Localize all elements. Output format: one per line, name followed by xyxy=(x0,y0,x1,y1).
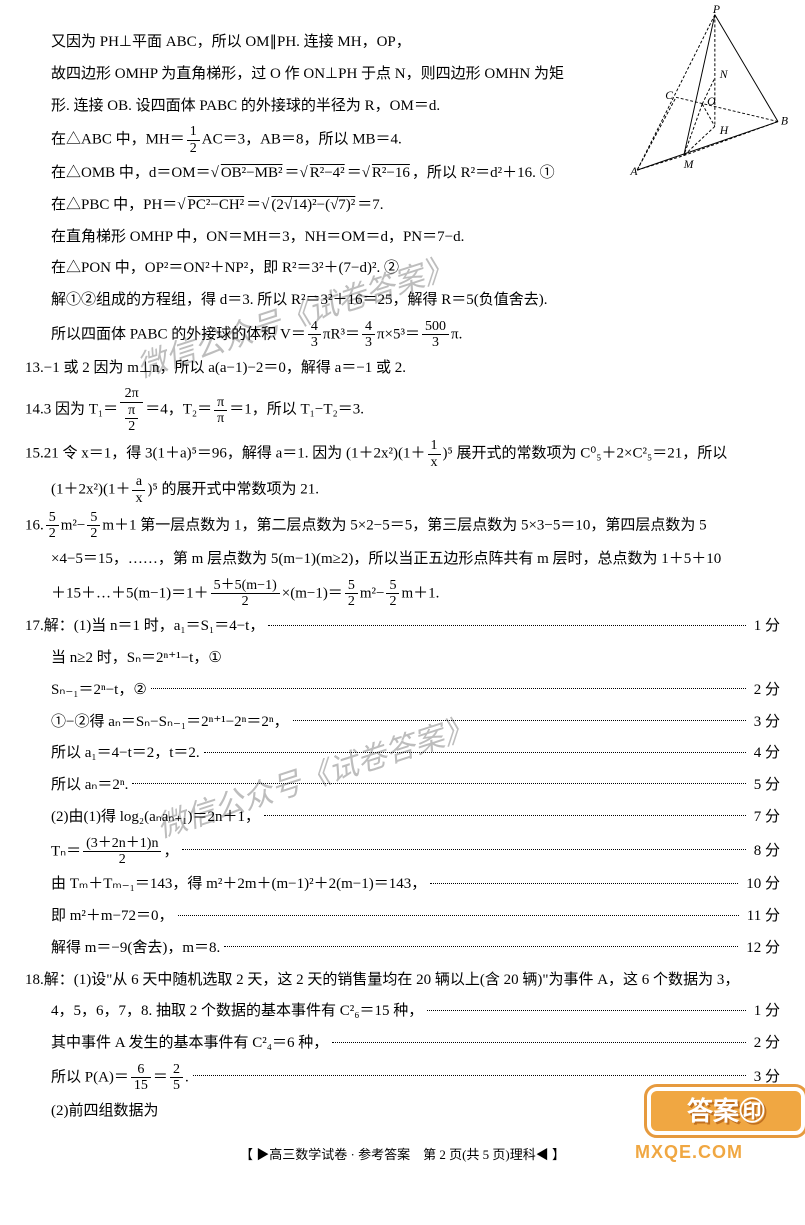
q17-line: 17.解：(1)当 n＝1 时，a₁＝S₁＝4−t，1 分 xyxy=(25,613,780,641)
q18-line: 其中事件 A 发生的基本事件有 C²₄＝6 种，2 分 xyxy=(25,1030,780,1058)
text-line: 又因为 PH⊥平面 ABC，所以 OM∥PH. 连接 MH，OP， xyxy=(25,29,780,57)
q17-line: ①−②得 aₙ＝Sₙ−Sₙ₋₁＝2ⁿ⁺¹−2ⁿ＝2ⁿ，3 分 xyxy=(25,709,780,737)
text-line: 在△PON 中，OP²＝ON²＋NP²，即 R²＝3²＋(7−d)². ② xyxy=(25,255,780,283)
svg-text:B: B xyxy=(781,114,788,127)
q18-line: 18.解：(1)设"从 6 天中随机选取 2 天，这 2 天的销售量均在 20 … xyxy=(25,967,780,995)
q17-line: 所以 aₙ＝2ⁿ.5 分 xyxy=(25,772,780,800)
text-line: 在△OMB 中，d＝OM＝√OB²−MB²＝√R²−4²＝√R²−16，所以 R… xyxy=(25,160,780,188)
q17-line: 由 Tₘ＋Tₘ₋₁＝143，得 m²＋2m＋(m−1)²＋2(m−1)＝143，… xyxy=(25,871,780,899)
logo-badge: 答案㊞ xyxy=(647,1087,805,1135)
logo-url: MXQE.COM xyxy=(635,1136,743,1169)
q17-line: Sₙ₋₁＝2ⁿ−t，②2 分 xyxy=(25,677,780,705)
text-line: 在直角梯形 OMHP 中，ON＝MH＝3，NH＝OM＝d，PN＝7−d. xyxy=(25,224,780,252)
q16-cont2: ＋15＋…＋5(m−1)＝1＋5＋5(m−1)2×(m−1)＝52m²−52m＋… xyxy=(25,578,780,610)
q16-cont: ×4−5＝15，……，第 m 层点数为 5(m−1)(m≥2)，所以当正五边形点… xyxy=(25,546,780,574)
q13: 13.−1 或 2 因为 m⊥n，所以 a(a−1)−2＝0，解得 a＝−1 或… xyxy=(25,355,780,383)
text-line: 所以四面体 PABC 的外接球的体积 V＝43πR³＝43π×5³＝5003π. xyxy=(25,319,780,351)
q17-line: 当 n≥2 时，Sₙ＝2ⁿ⁺¹−t，① xyxy=(25,645,780,673)
text-line: 在△PBC 中，PH＝√PC²−CH²＝√(2√14)²−(√7)²＝7. xyxy=(25,192,780,220)
q17-line: 所以 a₁＝4−t＝2，t＝2.4 分 xyxy=(25,740,780,768)
q15-cont: (1＋2x²)(1＋ax)⁵ 的展开式中常数项为 21. xyxy=(25,474,780,506)
text-line: 故四边形 OMHP 为直角梯形，过 O 作 ON⊥PH 于点 N，则四边形 OM… xyxy=(25,61,780,89)
text-line: 形. 连接 OB. 设四面体 PABC 的外接球的半径为 R，OM＝d. xyxy=(25,93,780,121)
site-logo: 答案㊞ MXQE.COM xyxy=(635,1087,805,1167)
q15: 15.21 令 x＝1，得 3(1＋a)⁵＝96，解得 a＝1. 因为 (1＋2… xyxy=(25,438,780,470)
text-line: 解①②组成的方程组，得 d＝3. 所以 R²＝3²＋16＝25，解得 R＝5(负… xyxy=(25,287,780,315)
text-line: 在△ABC 中，MH＝12AC＝3，AB＝8，所以 MB＝4. xyxy=(25,124,780,156)
q14: 14.3 因为 T₁＝2ππ2＝4，T₂＝ππ＝1，所以 T₁−T₂＝3. xyxy=(25,386,780,434)
q17-line: 解得 m＝−9(舍去)，m＝8.12 分 xyxy=(25,935,780,963)
q16: 16.52m²−52m＋1 第一层点数为 1，第二层点数为 5×2−5＝5，第三… xyxy=(25,510,780,542)
q17-line: Tₙ＝(3＋2n＋1)n2，8 分 xyxy=(25,836,780,868)
q17-line: 即 m²＋m−72＝0，11 分 xyxy=(25,903,780,931)
q18-line: 4，5，6，7，8. 抽取 2 个数据的基本事件有 C²₆＝15 种，1 分 xyxy=(25,998,780,1026)
svg-text:P: P xyxy=(712,5,720,16)
q17-line: (2)由(1)得 log₂(aₙaₙ₊₁)＝2n＋1，7 分 xyxy=(25,804,780,832)
